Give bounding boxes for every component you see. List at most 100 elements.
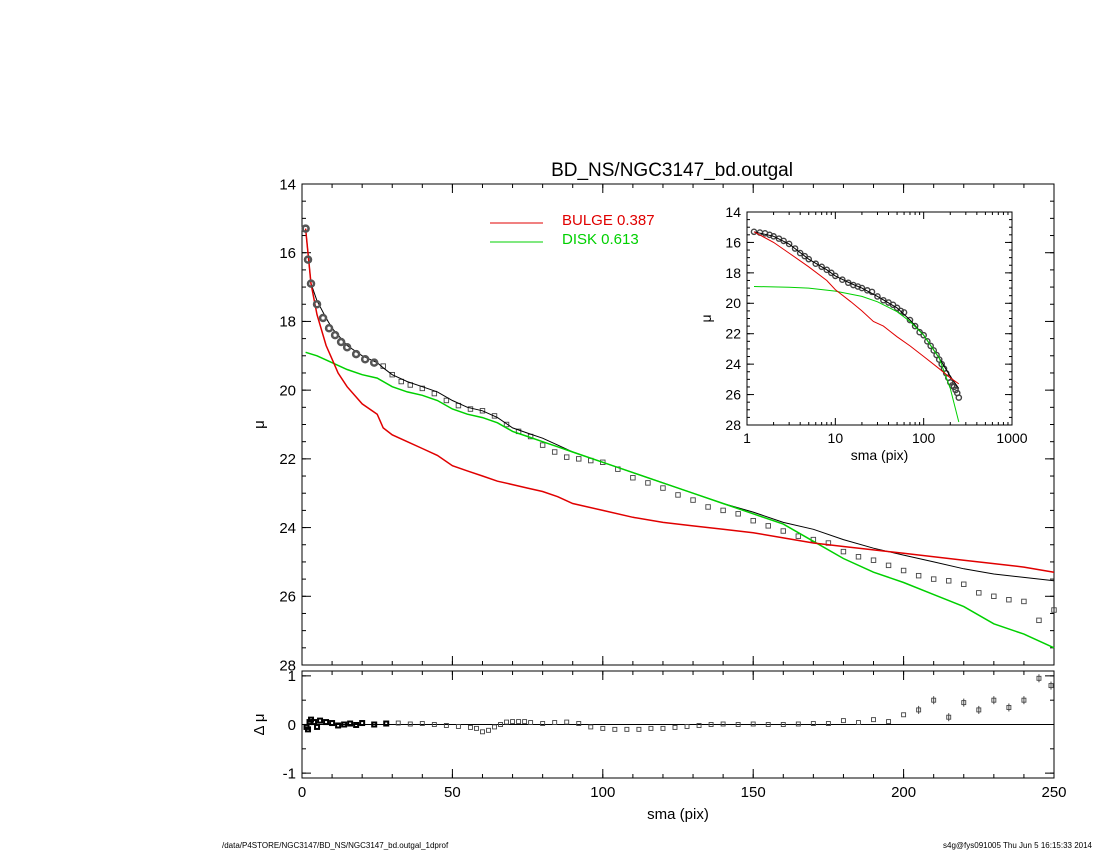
data-point — [539, 442, 546, 448]
inset-data-point — [911, 322, 919, 330]
residual-point — [946, 714, 952, 720]
data-point-dense — [369, 358, 379, 367]
inset-data-point — [924, 338, 931, 345]
residual-point — [696, 723, 702, 728]
residual-point — [976, 707, 982, 713]
residual-point — [347, 720, 354, 727]
y-tick-label: 16 — [725, 234, 741, 250]
data-point — [1006, 597, 1012, 603]
inset-data-point — [930, 347, 938, 354]
inset-plot: 14 16 18 20 22 24 26 281 10 100 1000 μ sma (pix) — [698, 204, 1028, 463]
residual-point — [886, 719, 892, 725]
main-plot: 14 16 18 20 22 24 26 28 μ BULGE 0.387 DISK 0.613 — [251, 176, 1057, 674]
inset-data-point — [805, 255, 813, 263]
data-point — [705, 504, 711, 510]
x-axis-label: sma (pix) — [647, 806, 709, 823]
data-point — [431, 390, 438, 397]
inset-data-point — [818, 263, 825, 271]
residual-point — [504, 719, 509, 725]
inset-background — [747, 212, 1012, 425]
residual-point — [341, 721, 348, 728]
residual-point — [474, 725, 479, 731]
inset-data-point — [750, 228, 758, 236]
y-tick-label: -1 — [283, 765, 296, 782]
data-point-dense — [336, 337, 346, 347]
data-point — [660, 485, 666, 491]
y-tick-label: 14 — [725, 204, 741, 220]
data-point — [551, 449, 558, 455]
residual-point — [486, 727, 491, 733]
residual-point — [317, 717, 324, 724]
x-tick-label: 200 — [891, 784, 916, 801]
chart-title: BD_NS/NGC3147_bd.outgal — [551, 160, 793, 181]
residual-point — [335, 722, 342, 729]
residual-point — [576, 721, 582, 726]
data-point — [840, 548, 847, 555]
residual-point — [720, 721, 726, 727]
data-point — [503, 421, 510, 428]
residual-point — [371, 721, 378, 728]
residual-point — [480, 729, 485, 735]
data-point-dense — [301, 224, 310, 233]
data-point — [870, 557, 877, 563]
residual-point — [407, 721, 413, 727]
residual-point — [528, 720, 534, 726]
residual-point — [600, 725, 606, 731]
bulge-line — [304, 228, 1055, 573]
x-tick-label: 10 — [828, 430, 844, 446]
data-point — [491, 413, 498, 419]
data-point-dense — [342, 342, 352, 352]
data-point-dense — [306, 279, 316, 288]
residual-point — [735, 722, 741, 727]
inset-data-point — [874, 293, 881, 300]
residual-point — [455, 723, 461, 729]
inset-data-point — [801, 252, 809, 260]
inset-data-point — [823, 266, 831, 274]
residual-point — [588, 724, 594, 730]
residual-point — [359, 720, 366, 727]
data-point — [795, 533, 802, 539]
residual-point — [780, 722, 786, 727]
residual-point — [540, 721, 546, 726]
residual-point — [750, 721, 756, 727]
y-tick-label: 18 — [725, 265, 741, 281]
residual-point — [329, 720, 336, 727]
data-point — [930, 576, 937, 582]
residual-point — [1006, 705, 1012, 710]
residual-point — [311, 719, 318, 726]
residual-point — [871, 717, 876, 723]
inset-data-point — [780, 237, 787, 245]
residual-point — [916, 707, 922, 713]
data-point — [1051, 607, 1057, 613]
y-tick-label: 0 — [288, 717, 296, 734]
residual-point — [492, 724, 497, 730]
data-point — [675, 492, 681, 498]
y-tick-label: 18 — [279, 314, 296, 331]
residual-point — [612, 726, 618, 732]
residual-point — [419, 721, 425, 726]
data-point — [750, 518, 756, 524]
residual-point — [810, 721, 816, 726]
footer-left: /data/P4STORE/NGC3147/BD_NS/NGC3147_bd.o… — [222, 841, 449, 850]
residual-point — [856, 720, 861, 726]
residual-point — [314, 723, 321, 730]
data-point — [780, 528, 786, 534]
inset-data-point — [839, 276, 846, 284]
disk-line — [305, 351, 1055, 649]
inset-data-point — [827, 269, 835, 277]
inset-data-point — [832, 272, 839, 280]
residual-point — [510, 719, 516, 725]
y-tick-label: 20 — [279, 382, 296, 399]
data-point — [991, 593, 997, 599]
inset-data-point — [770, 233, 777, 240]
y-tick-label: 26 — [725, 386, 741, 402]
residual-point — [795, 721, 801, 727]
residual-point — [708, 722, 714, 727]
residual-point — [840, 718, 846, 724]
data-point — [1036, 617, 1042, 624]
residual-y-label: Δ μ — [251, 713, 268, 735]
residual-point — [624, 726, 630, 732]
residual-point — [467, 724, 473, 730]
inset-disk-line — [753, 286, 960, 423]
